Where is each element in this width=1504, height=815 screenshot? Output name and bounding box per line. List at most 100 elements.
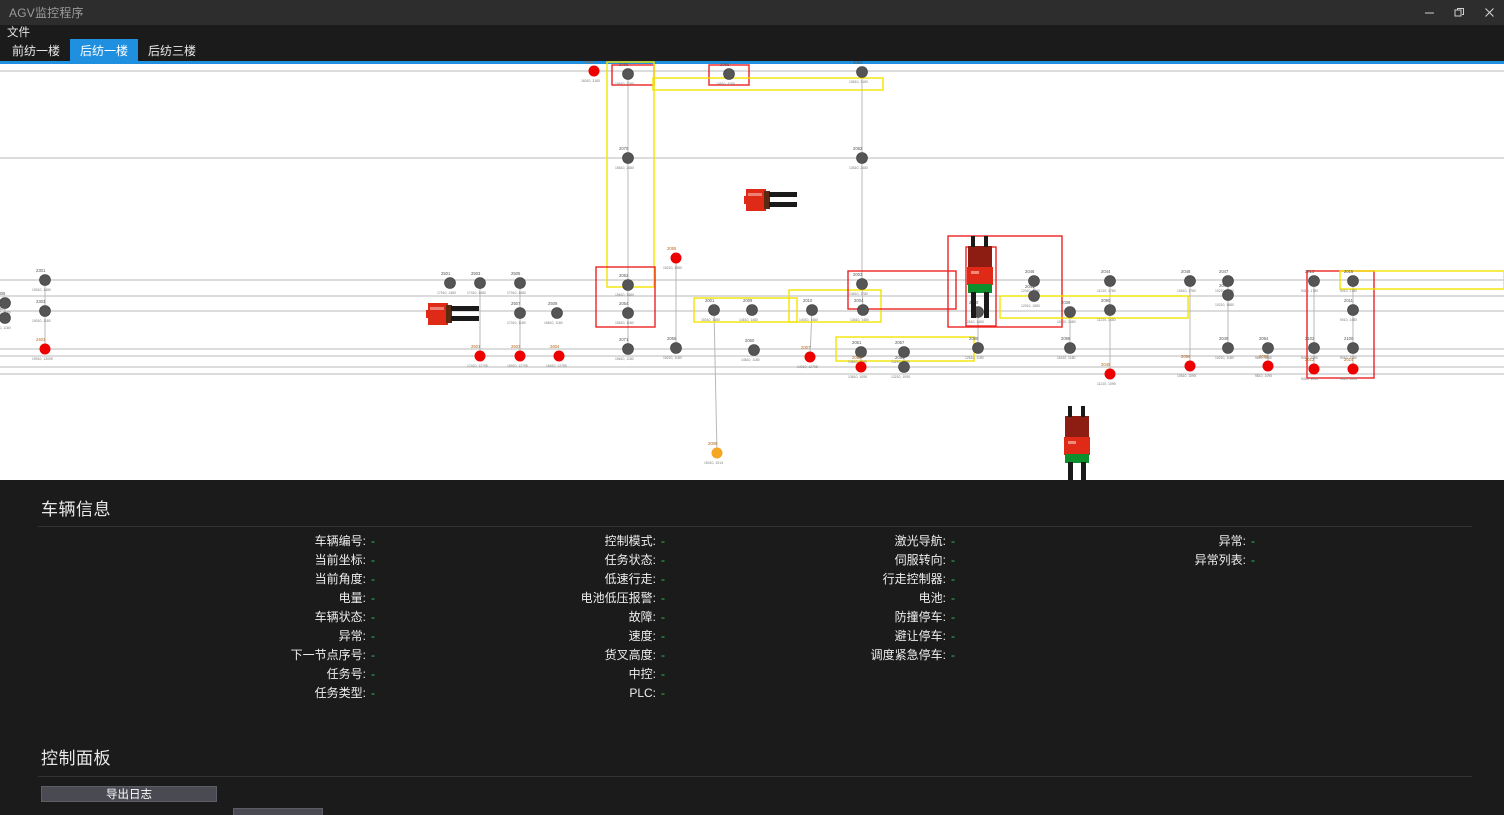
map-node[interactable]: 2102 9410, 1180 xyxy=(1301,336,1320,360)
menu-item-file[interactable]: 文件 xyxy=(7,27,30,39)
node-coord-label: 12010, 1780 xyxy=(1021,289,1040,293)
close-icon[interactable] xyxy=(1474,0,1504,25)
info-label: 电池: xyxy=(918,591,946,605)
zone-yellow[interactable] xyxy=(999,295,1189,319)
map-node[interactable]: 2060 14610, 1180 xyxy=(741,338,760,362)
map-node[interactable]: 2507 17010, 1180 xyxy=(507,301,526,325)
agv-vehicle[interactable] xyxy=(426,303,479,325)
zone-yellow[interactable] xyxy=(652,77,884,91)
map-node[interactable]: 2013 9410, 1780 xyxy=(1301,269,1320,293)
info-row: 速度: - xyxy=(380,627,670,646)
map-node[interactable]: 2054 15610, 1180 xyxy=(615,301,634,325)
export-log-button[interactable]: 导出日志 xyxy=(41,786,217,802)
node-id-label: 2068 xyxy=(619,62,629,67)
map-node[interactable]: 2041 12010, 1680 xyxy=(1021,284,1040,308)
map-node[interactable]: 2046 12010, 1780 xyxy=(1021,269,1040,293)
node-id-label: 2012 xyxy=(1305,357,1315,362)
map-node[interactable]: 2005 15010, 1013 xyxy=(704,441,723,465)
map-node[interactable]: 2064 13610, 3180 xyxy=(849,61,868,84)
map-node[interactable]: 2043 10210, 1680 xyxy=(1215,283,1234,307)
zone-red[interactable] xyxy=(847,270,957,310)
map-node[interactable]: 2066 14610, 3180 xyxy=(716,62,735,86)
map-node[interactable]: 2601 17410, 12795 xyxy=(467,344,488,368)
tab-houfang-1f[interactable]: 后纺一楼 xyxy=(70,39,139,61)
restore-icon[interactable] xyxy=(1444,0,1474,25)
map-node[interactable]: 2301 19010, 1480 xyxy=(32,268,51,292)
map-node[interactable]: 2096 9810, 1095 xyxy=(1255,354,1274,378)
info-label: 当前角度: xyxy=(314,572,366,586)
map-node[interactable]: 2003 13610, 1780 xyxy=(849,272,868,296)
map-node[interactable]: 2004 13610, 1480 xyxy=(850,298,869,322)
map-node[interactable]: 2045 11210, 1095 xyxy=(1097,362,1116,386)
zone-red[interactable] xyxy=(947,235,1063,328)
zone-yellow[interactable] xyxy=(606,61,655,288)
info-row: 电量: - xyxy=(0,589,380,608)
info-value: - xyxy=(661,667,665,681)
map-node[interactable]: 230519410, 1180 xyxy=(0,291,11,315)
map-node[interactable]: 2603 16910, 12795 xyxy=(507,344,528,368)
map-node[interactable]: 2009 14610, 1480 xyxy=(739,298,758,322)
secondary-button-partial[interactable] xyxy=(233,808,323,815)
zone-red[interactable] xyxy=(595,266,656,328)
map-node[interactable]: 2051 13610, 1080 xyxy=(848,340,867,364)
map-node[interactable]: 2090 11210, 1480 xyxy=(1097,298,1116,322)
map-node[interactable]: 2056 15210, 1180 xyxy=(663,336,682,360)
map-node[interactable]: 2053 13610, 1095 xyxy=(848,355,867,379)
map-node[interactable]: 2100 9010, 1180 xyxy=(1340,336,1359,360)
map-node[interactable]: 2505 17010, 1480 xyxy=(507,271,526,295)
map-node[interactable]: 2044 11210, 1780 xyxy=(1097,269,1116,293)
info-row: 故障: - xyxy=(380,608,670,627)
menu-bar: 文件 xyxy=(0,25,1504,39)
info-label: 行走控制器: xyxy=(882,572,946,586)
map-node[interactable]: 1905 16010, 3180 xyxy=(581,61,600,83)
map-node[interactable]: 2011 9010, 1480 xyxy=(1340,298,1359,322)
info-row: 当前坐标: - xyxy=(0,551,380,570)
map-node[interactable]: 2014 9010, 1095 xyxy=(1340,357,1359,381)
info-row: 下一节点序号: - xyxy=(0,646,380,665)
map-node[interactable]: 2094 9810, 1180 xyxy=(1255,336,1274,360)
zone-yellow[interactable] xyxy=(693,297,798,323)
map-node[interactable]: 2049 10210, 1180 xyxy=(1215,336,1234,360)
tab-qianfang-1f[interactable]: 前纺一楼 xyxy=(12,43,61,58)
map-node[interactable]: 2501 17910, 1480 xyxy=(437,271,456,295)
map-node[interactable]: 2068 15610, 3180 xyxy=(615,62,634,86)
map-node[interactable]: 2503 17410, 1480 xyxy=(467,271,486,295)
map-node[interactable]: 2001 15010, 1480 xyxy=(701,298,720,322)
tab-houfang-3f[interactable]: 后纺三楼 xyxy=(148,43,197,58)
agv-vehicle[interactable] xyxy=(1064,406,1090,480)
map-node[interactable]: 2086 10610, 1095 xyxy=(1177,354,1196,378)
minimize-icon[interactable] xyxy=(1414,0,1444,25)
map-node[interactable]: 2071 15610, 1180 xyxy=(615,337,634,361)
map-node[interactable]: 2052 15610, 1480 xyxy=(615,273,634,297)
zone-yellow[interactable] xyxy=(1339,270,1504,290)
map-node[interactable]: 2059 13210, 1095 xyxy=(891,355,910,379)
info-row: 调度紧急停车: - xyxy=(670,646,960,665)
map-node[interactable]: 2062 13610, 2480 xyxy=(849,146,868,170)
info-label: 任务状态: xyxy=(604,553,656,567)
map-node[interactable]: 2048 10610, 1780 xyxy=(1177,269,1196,293)
node-id-label: 2043 xyxy=(1219,283,1229,288)
map-node[interactable]: 2303 19010, 1180 xyxy=(32,299,51,323)
map-node[interactable]: 2015 9010, 1780 xyxy=(1340,269,1359,293)
map-node[interactable]: 2403 19010, 13095 xyxy=(32,337,53,361)
map-node[interactable]: 2039 11610, 1480 xyxy=(1057,300,1076,324)
map-node[interactable]: 2012 9410, 1095 xyxy=(1301,357,1320,381)
map-node[interactable]: 2307 19410, 1180 xyxy=(0,306,11,330)
info-row: 伺服转向: - xyxy=(670,551,960,570)
map-node[interactable]: 2057 13210, 1080 xyxy=(891,340,910,364)
agv-vehicle[interactable] xyxy=(744,189,797,211)
zone-red[interactable] xyxy=(708,64,750,86)
map-node[interactable]: 2007 14010, 12795 xyxy=(797,345,818,369)
map-node[interactable]: 2010 14010, 1480 xyxy=(799,298,818,322)
map-canvas[interactable]: 2301 19010, 1480 2303 19010, 1180 2403 19010,… xyxy=(0,61,1504,480)
map-node[interactable]: 2080 12610, 1180 xyxy=(965,336,984,360)
agv-vehicle[interactable] xyxy=(967,236,993,318)
node-coord-label: 16010, 3180 xyxy=(581,79,600,83)
map-node[interactable]: 2055 15210, 1980 xyxy=(663,246,682,270)
map-node[interactable]: 2088 11610, 1180 xyxy=(1057,336,1076,360)
map-node[interactable]: 2604 16610, 12795 xyxy=(546,344,567,368)
map-node[interactable]: 2070 15610, 2480 xyxy=(615,146,634,170)
map-node[interactable]: 2509 16610, 1180 xyxy=(544,301,563,325)
zone-yellow[interactable] xyxy=(788,289,882,323)
